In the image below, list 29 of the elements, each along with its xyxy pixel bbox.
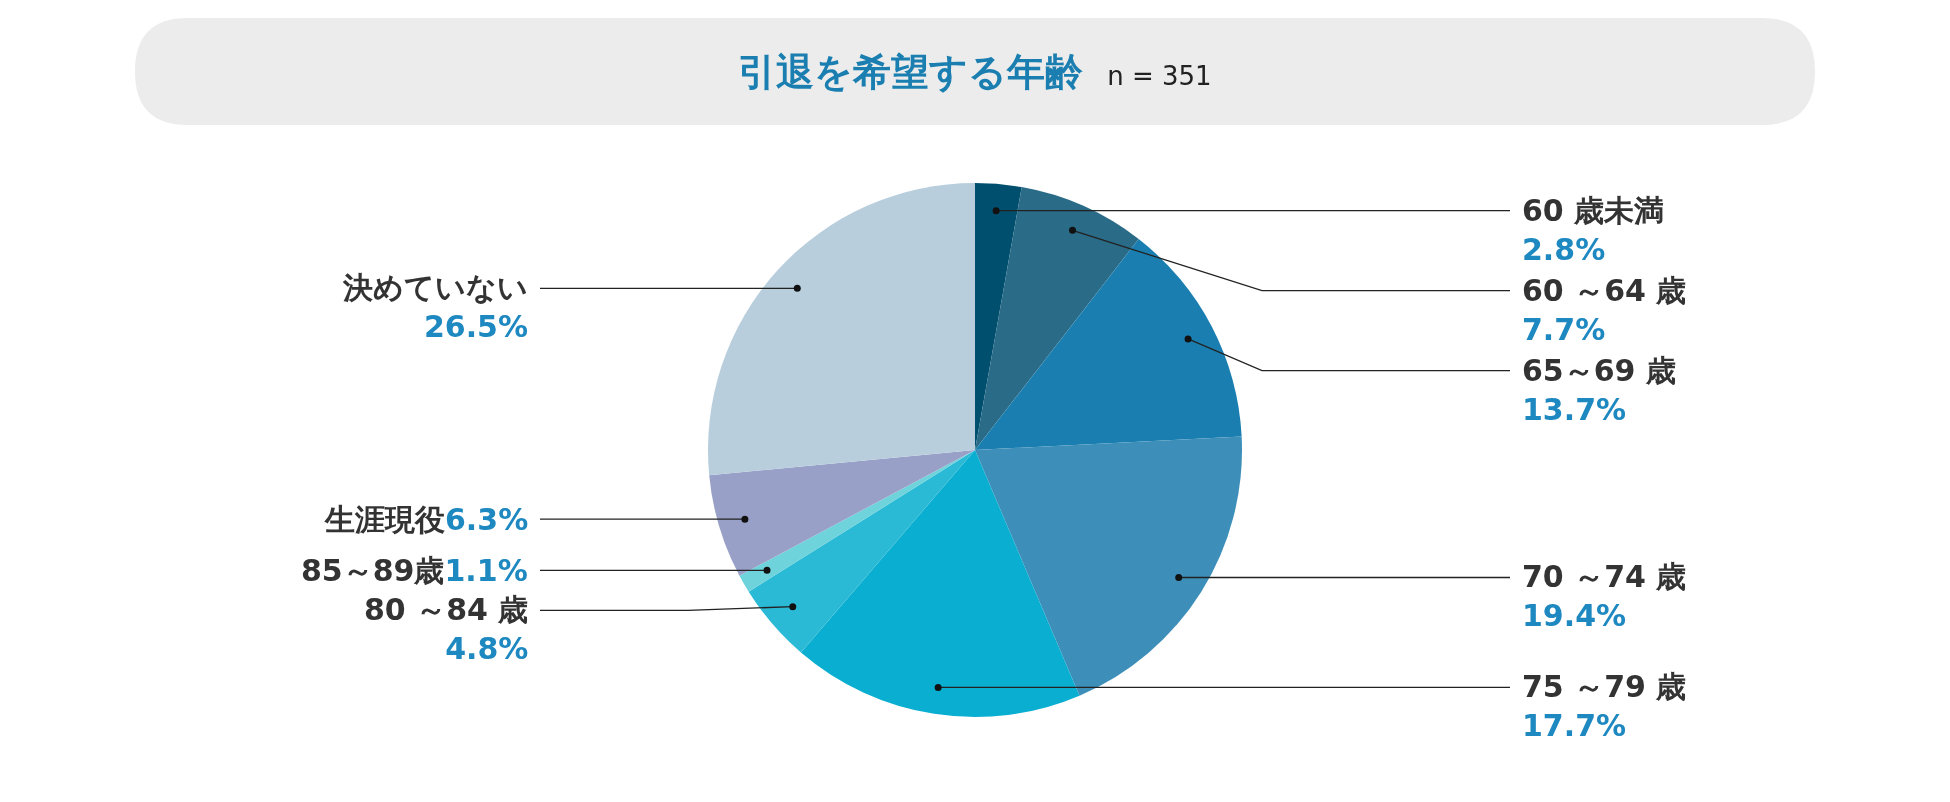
data-label: 6.3% xyxy=(445,502,529,537)
data-label: 13.7% xyxy=(1522,392,1627,427)
slice-label: 60 歳未満 xyxy=(1522,193,1665,228)
data-label: 1.1% xyxy=(444,553,528,588)
data-label: 26.5% xyxy=(423,309,528,344)
chart-subtitle: n = 351 xyxy=(1107,61,1212,91)
slice-label: 生涯現役 xyxy=(324,502,445,537)
data-label: 19.4% xyxy=(1522,598,1627,633)
pie-slice xyxy=(800,450,1080,717)
pie-slice xyxy=(748,450,975,653)
slice-label: 85～89歳 xyxy=(301,553,445,588)
pie-slice xyxy=(975,436,1242,696)
pie-slice xyxy=(975,183,1022,450)
pie-slice xyxy=(975,239,1242,450)
data-label: 17.7% xyxy=(1522,708,1627,743)
slice-label: 決めていない xyxy=(342,270,528,305)
data-label: 7.7% xyxy=(1522,312,1606,347)
slice-label: 75 ～79 歳 xyxy=(1522,669,1687,704)
pie-slice xyxy=(739,450,975,592)
pie-slice xyxy=(709,450,975,576)
chart-title: 引退を希望する年齢 xyxy=(738,50,1083,94)
data-label: 2.8% xyxy=(1522,232,1606,267)
slice-label: 70 ～74 歳 xyxy=(1522,559,1687,594)
data-label: 4.8% xyxy=(445,631,529,666)
slice-label: 80 ～84 歳 xyxy=(364,592,529,627)
pie-slice xyxy=(975,187,1139,450)
slice-label: 60 ～64 歳 xyxy=(1522,273,1687,308)
pie-slice xyxy=(708,183,975,476)
slice-label: 65～69 歳 xyxy=(1522,353,1676,388)
